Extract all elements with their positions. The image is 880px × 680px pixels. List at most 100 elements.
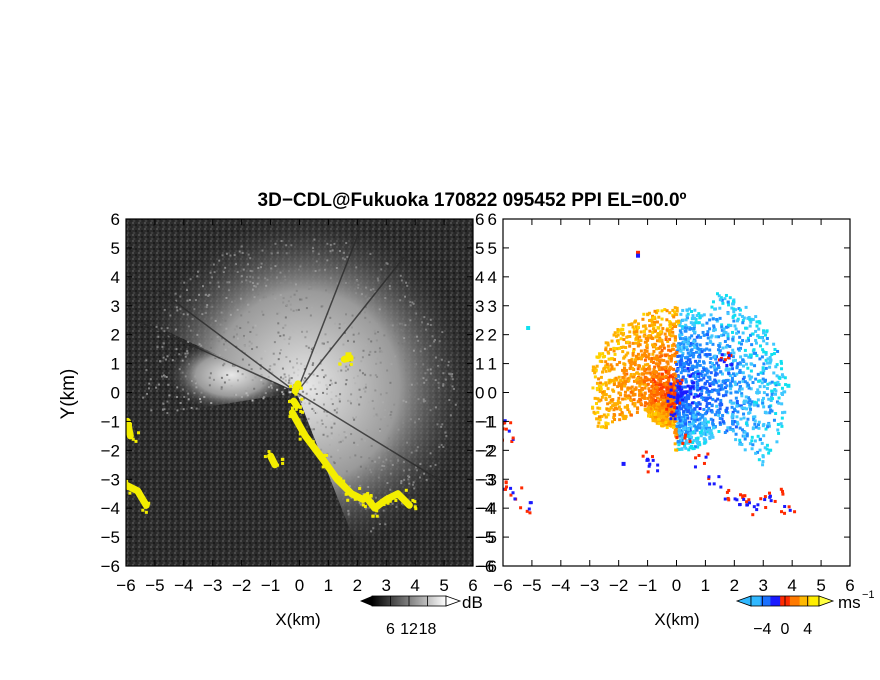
velocity-pixel [644,353,648,357]
speckle [208,376,211,379]
velocity-pixel [764,427,768,431]
velocity-pixel [683,445,687,449]
x-axis-label-left: X(km) [275,610,320,629]
velocity-pixel [608,401,612,405]
velocity-pixel [675,313,679,317]
speckle [210,338,213,341]
speckle [209,372,212,375]
velocity-pixel [697,359,701,363]
speckle [353,415,356,418]
speckle [290,377,293,380]
velocity-pixel [705,430,709,434]
velocity-pixel [621,368,625,372]
shadow-streak [295,230,361,393]
speckle [264,350,267,353]
velocity-pixel [697,453,701,457]
speckle [309,328,312,331]
speckle [433,338,436,341]
velocity-pixel [738,361,742,365]
speckle [382,460,385,463]
velocity-pixel [604,393,608,397]
speckle [274,297,277,300]
velocity-pixel [692,374,696,378]
velocity-pixel [599,425,603,429]
speckle [181,371,184,374]
velocity-pixel [633,402,637,406]
speckle [266,278,269,281]
speckle [163,375,166,378]
speckle [288,391,291,394]
speckle [244,376,247,379]
velocity-pixel [787,505,791,509]
velocity-pixel [709,417,713,421]
velocity-pixel [767,397,771,401]
velocity-pixel [623,397,627,401]
velocity-pixel [751,381,755,385]
velocity-pixel [663,393,667,397]
speckle [418,418,421,421]
velocity-pixel [702,407,706,411]
velocity-pixel [639,376,643,380]
velocity-pixel [756,423,760,427]
velocity-pixel [692,340,696,344]
speckle [210,276,213,279]
velocity-pixel [648,393,652,397]
velocity-pixel [740,428,744,432]
velocity-pixel [617,396,621,400]
speckle [433,340,436,343]
velocity-pixel [643,396,647,400]
velocity-pixel [678,320,682,324]
velocity-pixel [609,378,613,382]
velocity-pixel [728,384,732,388]
velocity-pixel [764,506,768,510]
speckle [215,349,218,352]
velocity-pixel [720,353,724,357]
velocity-pixel [682,326,686,330]
velocity-pixel [705,404,709,408]
velocity-pixel [651,316,655,320]
velocity-pixel [720,403,724,407]
speckle [338,398,341,401]
speckle [305,345,308,348]
velocity-pixel [664,369,668,373]
velocity-pixel [729,352,733,356]
velocity-pixel [777,401,781,405]
speckle [174,328,177,331]
velocity-pixel [748,318,752,322]
velocity-pixel [715,404,719,408]
velocity-pixel [734,383,738,387]
velocity-pixel [772,342,776,346]
velocity-pixel [596,410,600,414]
velocity-pixel [665,309,669,313]
velocity-pixel [711,397,715,401]
speckle [194,379,197,382]
speckle [253,387,256,390]
velocity-pixel [678,438,682,442]
velocity-pixel [701,370,705,374]
speckle [145,392,148,395]
velocity-pixel [664,365,668,369]
velocity-pixel [645,346,649,350]
speckle [348,485,351,488]
speckle [187,325,190,328]
velocity-pixel [735,399,739,403]
speckle [438,445,441,448]
velocity-pixel [738,380,742,384]
velocity-pixel [703,412,707,416]
velocity-pixel [742,316,746,320]
speckle [254,285,257,288]
speckle [273,363,276,366]
velocity-pixel [765,342,769,346]
speckle [382,509,385,512]
speckle [361,502,364,505]
x-tick-label: −3 [580,576,599,595]
velocity-pixel [684,380,688,384]
velocity-pixel [761,401,765,405]
velocity-pixel [668,400,672,404]
velocity-pixel [693,418,697,422]
velocity-pixel [690,417,694,421]
speckle [288,338,291,341]
velocity-pixel [726,426,730,430]
velocity-pixel [722,421,726,425]
clutter-pixel [267,450,271,454]
